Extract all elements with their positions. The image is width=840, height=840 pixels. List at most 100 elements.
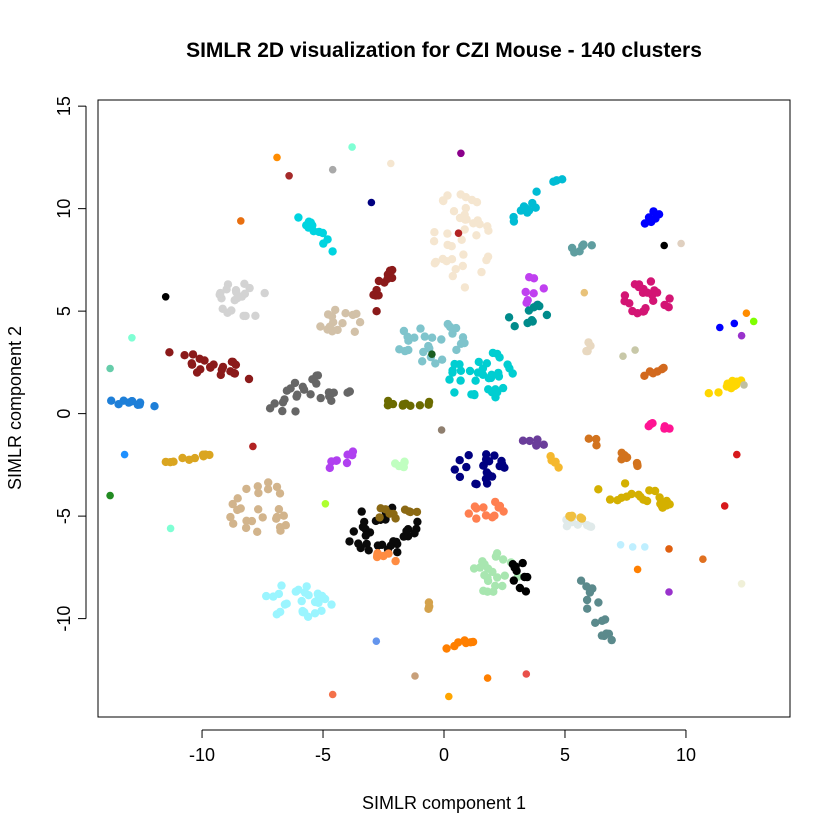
point [594, 485, 603, 494]
point [429, 237, 439, 246]
point [357, 507, 366, 516]
point [244, 374, 254, 384]
point [619, 352, 627, 361]
point [495, 501, 505, 511]
point [325, 463, 334, 473]
point [328, 247, 337, 256]
point [226, 512, 235, 522]
point [659, 363, 668, 373]
point [515, 583, 525, 593]
point [455, 456, 464, 465]
point [471, 479, 480, 488]
point [355, 318, 365, 327]
point [573, 520, 582, 529]
y-axis-label: SIMLR component 2 [5, 326, 25, 490]
point [245, 283, 254, 293]
point [329, 318, 338, 327]
point [292, 392, 301, 401]
point [628, 543, 637, 551]
point [166, 524, 175, 533]
point [525, 436, 534, 446]
x-tick-label: 0 [439, 745, 449, 765]
point [472, 514, 481, 523]
point [454, 229, 463, 237]
point [395, 345, 404, 354]
cluster-21 [391, 457, 409, 472]
point [457, 149, 465, 158]
point [442, 644, 451, 653]
point [161, 293, 170, 301]
point [233, 494, 242, 503]
cluster-27 [262, 581, 336, 621]
point [241, 523, 251, 533]
point [521, 287, 530, 297]
point [740, 381, 748, 389]
cluster-34 [584, 434, 642, 471]
cluster-32 [565, 511, 587, 523]
point [424, 341, 433, 351]
point [291, 407, 300, 416]
point [205, 450, 214, 460]
point [188, 350, 198, 359]
point [332, 456, 341, 465]
point [273, 153, 281, 162]
point [660, 241, 668, 250]
point [323, 310, 333, 319]
point [592, 434, 601, 444]
point [392, 537, 401, 547]
point [178, 453, 187, 463]
point [730, 319, 739, 328]
cluster-38 [704, 376, 746, 398]
point [304, 217, 314, 226]
cluster-7 [504, 300, 552, 331]
point [716, 323, 724, 332]
point [260, 288, 269, 298]
point [263, 485, 273, 494]
point [437, 426, 446, 434]
point [274, 505, 284, 514]
y-tick-label: 15 [54, 96, 74, 116]
point [229, 519, 238, 528]
cluster-30 [576, 576, 616, 645]
point [483, 564, 493, 573]
point [631, 346, 639, 354]
point [321, 500, 330, 508]
point [478, 557, 487, 566]
x-axis-label: SIMLR component 1 [362, 793, 526, 813]
point [328, 690, 337, 699]
point [430, 228, 439, 237]
point [450, 465, 459, 474]
point [448, 271, 457, 281]
point [431, 258, 440, 267]
point [584, 338, 593, 347]
cluster-11 [369, 265, 397, 316]
cluster-16 [107, 396, 159, 411]
point [625, 299, 634, 308]
point [493, 573, 502, 582]
point [372, 637, 381, 645]
point [617, 448, 626, 457]
point [447, 242, 456, 251]
cluster-5 [620, 277, 674, 318]
cluster-10 [316, 305, 365, 336]
point [483, 674, 492, 682]
point [464, 451, 473, 460]
point [323, 235, 332, 244]
point [300, 608, 309, 617]
point [354, 539, 363, 548]
point [331, 305, 340, 315]
point [275, 489, 285, 498]
point [665, 588, 673, 596]
y-axis: -10 -5 0 5 10 15 [54, 96, 87, 632]
point [367, 198, 376, 207]
point [498, 383, 508, 393]
cluster-19 [161, 450, 214, 467]
point [504, 313, 514, 322]
point [387, 159, 395, 168]
cluster-13 [215, 279, 269, 321]
point [592, 441, 601, 450]
point [228, 499, 237, 509]
point [348, 447, 358, 456]
point [641, 304, 650, 313]
point [665, 545, 673, 553]
